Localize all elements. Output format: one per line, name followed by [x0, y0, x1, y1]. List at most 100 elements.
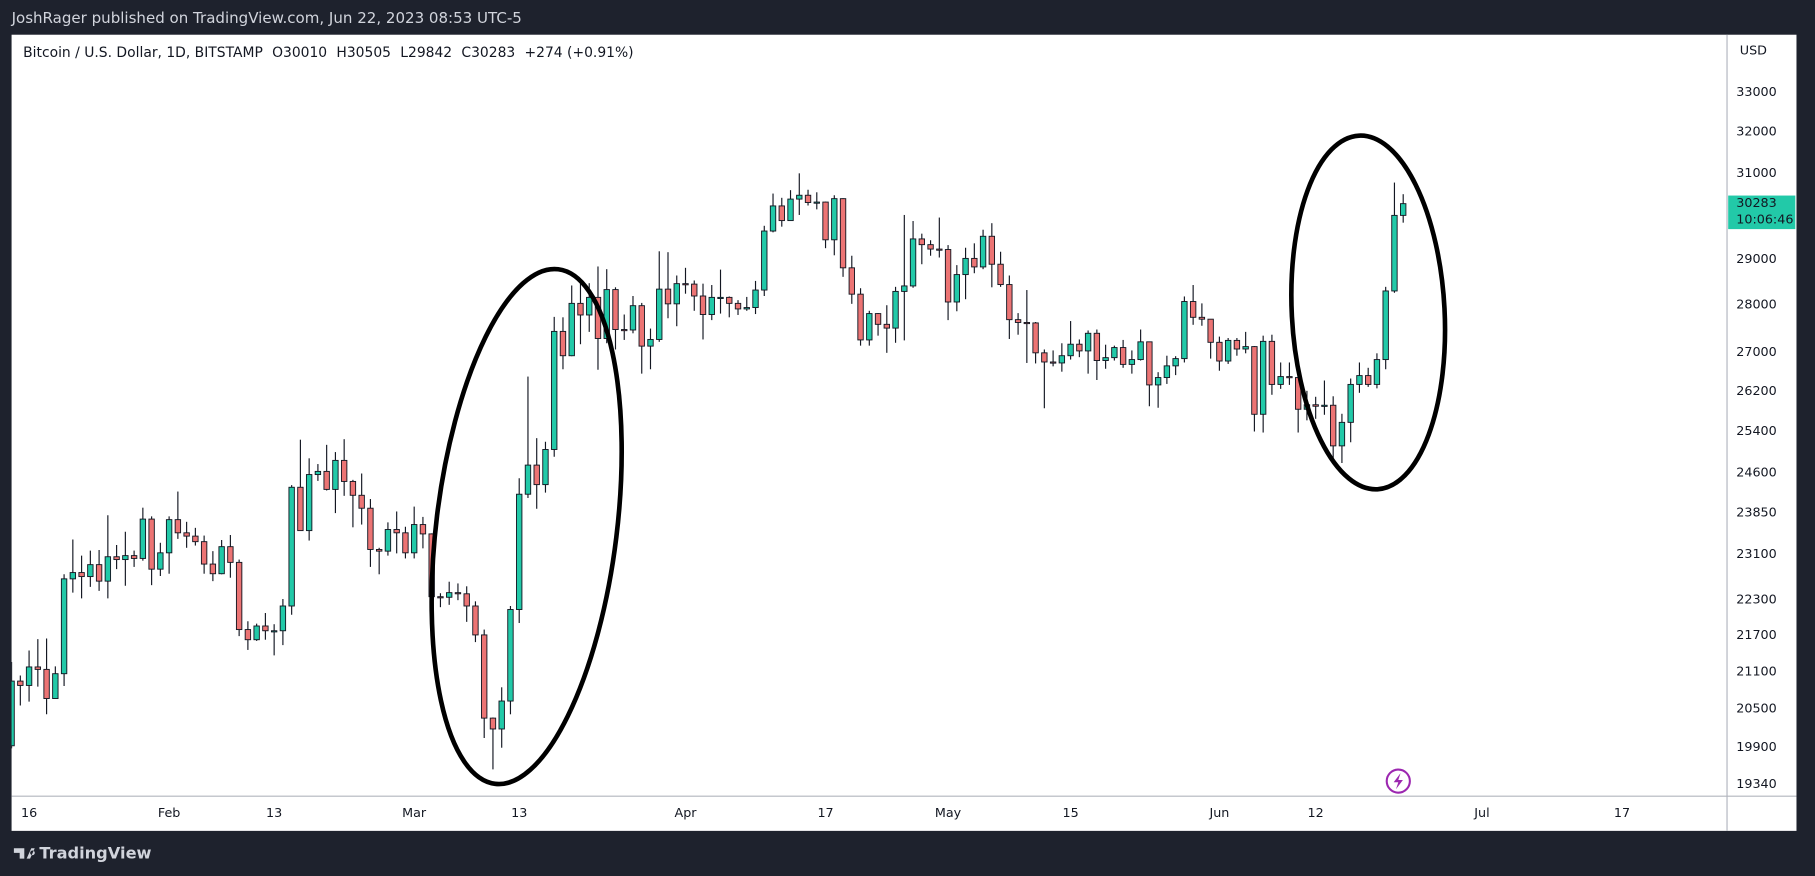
candle-body	[813, 201, 820, 204]
plot-area	[11, 173, 1407, 770]
candle-body	[1041, 352, 1048, 363]
y-tick-label: 26200	[1736, 384, 1776, 399]
candle-body	[909, 238, 917, 287]
candle-body	[227, 546, 234, 563]
candle-body	[883, 323, 890, 329]
candle-body	[1181, 301, 1188, 360]
candle-body	[524, 464, 532, 495]
candle-body	[69, 572, 77, 580]
candle-body	[612, 289, 619, 330]
candle-body	[892, 290, 899, 329]
candle-body	[586, 296, 593, 316]
candle-body	[113, 556, 120, 561]
candle-body	[1312, 404, 1319, 407]
candle-body	[1163, 365, 1171, 379]
candle-body	[1032, 322, 1039, 354]
candle-body	[1172, 358, 1179, 367]
candle-body	[533, 464, 540, 486]
x-tick-label: Jun	[1208, 806, 1229, 821]
symbol-title: Bitcoin / U.S. Dollar, 1D, BITSTAMP	[23, 45, 263, 61]
candle-body	[34, 666, 42, 670]
candle-body	[288, 486, 295, 607]
brand: TradingView	[39, 844, 151, 863]
candle-body	[1242, 346, 1249, 350]
candle-body	[927, 244, 934, 250]
ohlc-value: 30505	[347, 45, 391, 61]
candle-body	[1076, 343, 1083, 352]
ohlc-label: O	[272, 45, 283, 61]
candle-body	[1128, 359, 1136, 365]
candle-body	[822, 201, 829, 241]
candle-body	[489, 717, 497, 730]
candle-body	[192, 535, 199, 543]
candle-body	[253, 625, 260, 641]
candle-body	[621, 329, 628, 332]
candle-body	[1233, 339, 1241, 350]
candle-body	[743, 307, 750, 310]
candle-body	[1146, 341, 1153, 386]
candle-body	[656, 288, 663, 340]
candle-body	[25, 666, 33, 686]
ohlc-label: L	[400, 45, 408, 61]
candle-body	[87, 564, 94, 578]
candle-body	[358, 494, 365, 509]
y-tick-label: 32000	[1736, 125, 1776, 140]
currency: USD	[1740, 43, 1767, 58]
x-tick-label: Apr	[674, 806, 697, 821]
candle-body	[699, 295, 707, 315]
candle-body	[848, 267, 855, 295]
candle-body	[270, 630, 278, 633]
candle-body	[944, 249, 952, 303]
candle-body	[708, 296, 715, 315]
candle-body	[769, 205, 777, 232]
candle-body	[454, 592, 462, 595]
candle-body	[1338, 421, 1346, 447]
candle-body	[1137, 341, 1144, 361]
candle-body	[244, 629, 252, 641]
candle-body	[297, 486, 304, 532]
candle-body	[1067, 343, 1074, 357]
x-tick-label: 17	[817, 806, 833, 821]
candle-body	[866, 313, 873, 341]
candle-body	[1023, 321, 1031, 325]
candle-body	[157, 552, 164, 570]
candle-body	[148, 518, 155, 570]
candle-body	[1382, 290, 1389, 361]
candle-body	[542, 449, 549, 486]
candle-body	[1400, 203, 1407, 216]
candle-body	[638, 305, 645, 347]
candle-body	[279, 605, 287, 632]
candle-body	[1119, 347, 1127, 365]
candle-body	[1154, 377, 1162, 386]
change: +274 (+0.91%)	[525, 45, 634, 61]
candle-body	[314, 470, 322, 476]
candle-body	[507, 609, 514, 702]
candle-body	[1093, 332, 1101, 361]
candle-body	[1216, 341, 1223, 362]
candle-body	[936, 248, 943, 251]
y-tick-label: 31000	[1736, 166, 1776, 181]
candle-body	[60, 578, 68, 675]
candle-body	[1373, 359, 1381, 385]
ohlc-value: 29842	[408, 45, 452, 61]
y-tick-label: 25400	[1736, 424, 1776, 439]
candle-body	[402, 532, 409, 554]
candle-body	[997, 263, 1004, 286]
candle-body	[734, 302, 742, 310]
candle-body	[857, 293, 864, 341]
candle-body	[209, 563, 217, 575]
candle-body	[17, 680, 24, 686]
candle-body	[11, 680, 15, 747]
lightning-icon[interactable]	[1385, 768, 1411, 794]
candle-body	[122, 555, 129, 561]
x-tick-label: Mar	[402, 806, 427, 821]
candle-body	[647, 338, 654, 347]
tradingview-logo: TradingView	[13, 844, 152, 863]
y-tick-label: 21700	[1736, 628, 1776, 643]
x-tick-label: 13	[266, 806, 282, 821]
candle-body	[839, 198, 847, 269]
candle-body	[384, 529, 392, 552]
candle-body	[52, 673, 59, 699]
ohlc-label: H	[336, 45, 346, 61]
